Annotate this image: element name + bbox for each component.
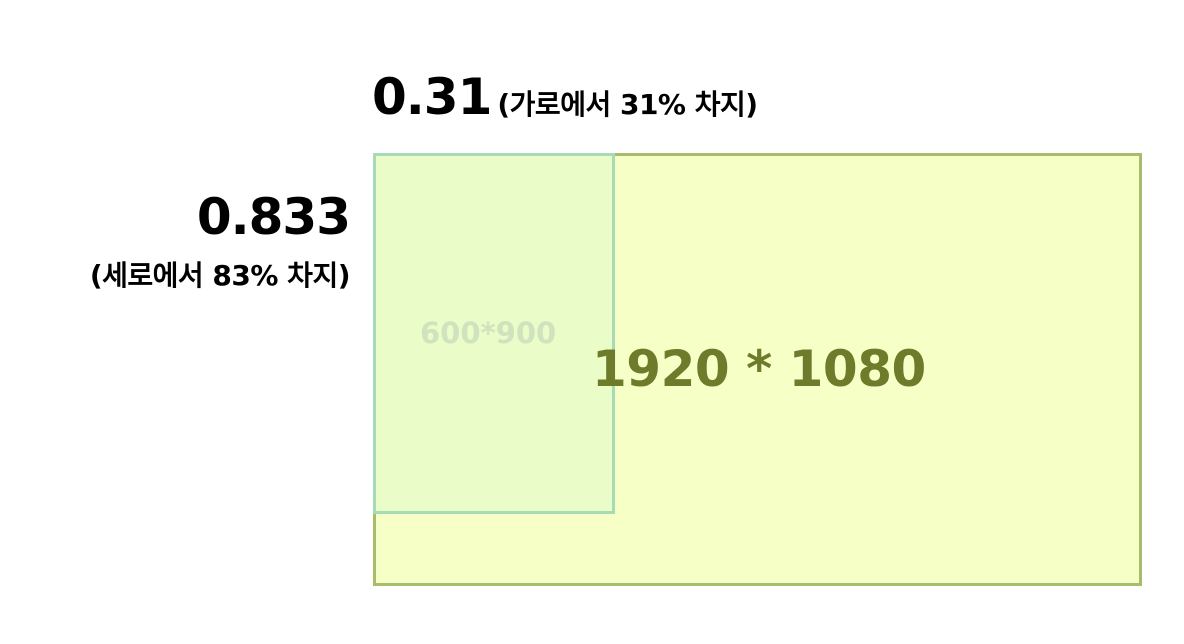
screen-size-label: 1920 * 1080 [592, 340, 926, 398]
image-600x900-box [373, 153, 615, 514]
height-ratio-note: (세로에서 83% 차지) [89, 259, 351, 292]
width-ratio-value: 0.31 [372, 68, 492, 126]
height-ratio-value: 0.833 [196, 188, 351, 246]
height-ratio-label: 0.833 (세로에서 83% 차지) [89, 186, 351, 296]
width-ratio-note: (가로에서 31% 차지) [497, 88, 758, 121]
width-ratio-label: 0.31 (가로에서 31% 차지) [372, 68, 758, 126]
image-size-label: 600*900 [420, 316, 557, 350]
